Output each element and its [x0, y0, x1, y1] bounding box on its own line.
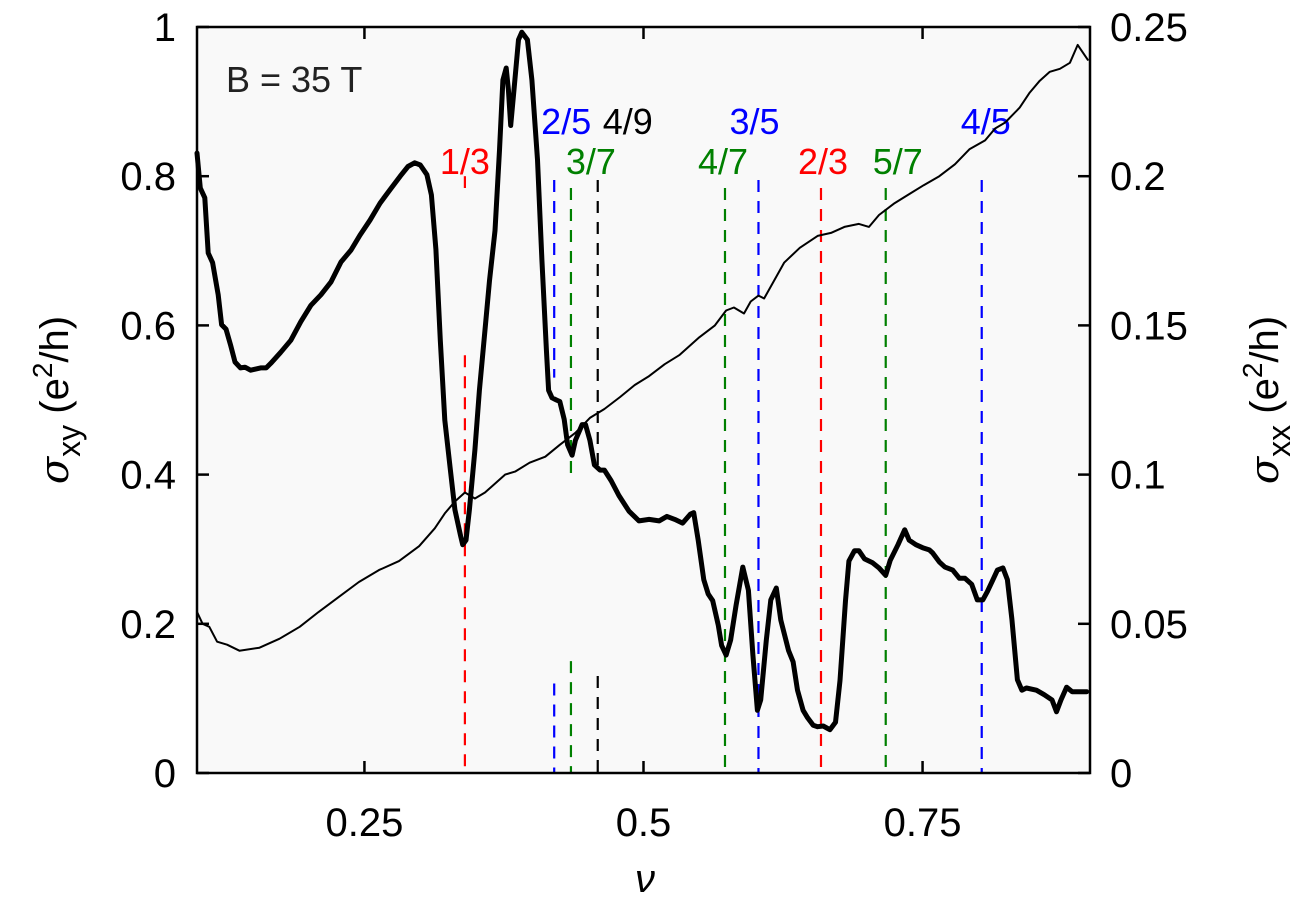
- data-series: [194, 29, 1090, 733]
- y-right-tick-label: 0.2: [1110, 155, 1166, 199]
- fraction-label-5-7: 5/7: [873, 141, 923, 182]
- fraction-lines: [463, 176, 983, 773]
- y-right-tick-label: 0: [1110, 752, 1132, 796]
- y-axis-left-title: σxy (e2/h): [27, 316, 87, 484]
- y-right-tick-label: 0.15: [1110, 304, 1188, 348]
- y-left-tick-label: 0.2: [120, 603, 176, 647]
- y-left-tick-label: 0.6: [120, 304, 176, 348]
- fraction-label-4-7: 4/7: [698, 141, 748, 182]
- x-tick-label: 0.75: [884, 801, 962, 845]
- sigma-xx-curve: [196, 43, 1089, 652]
- fraction-label-2-5: 2/5: [541, 101, 591, 142]
- sigma-xy-curve: [194, 29, 1090, 733]
- fraction-label-3-5: 3/5: [729, 101, 779, 142]
- y-axis-right: 0 0.05 0.1 0.15 0.2 0.25: [1078, 6, 1188, 796]
- y-left-tick-label: 0.4: [120, 454, 176, 498]
- x-axis: 0.25 0.5 0.75: [326, 27, 962, 845]
- x-axis-title: ν: [635, 857, 655, 901]
- y-right-tick-label: 0.25: [1110, 6, 1188, 50]
- fraction-labels: 1/3 2/53/74/9 4/73/5 2/3 5/7 4/5: [440, 101, 1011, 182]
- plot-background: [197, 27, 1090, 773]
- fraction-label-3-7: 3/7: [566, 141, 616, 182]
- fraction-label-1-3: 1/3: [440, 141, 490, 182]
- y-right-tick-label: 0.1: [1110, 454, 1166, 498]
- fraction-label-4-9: 4/9: [603, 101, 653, 142]
- x-tick-label: 0.5: [616, 801, 672, 845]
- x-tick-label: 0.25: [326, 801, 404, 845]
- field-annotation: B = 35 T: [226, 59, 362, 100]
- y-left-tick-label: 1: [154, 6, 176, 50]
- y-left-tick-label: 0.8: [120, 155, 176, 199]
- y-axis-left: 0 0.2 0.4 0.6 0.8 1: [120, 6, 209, 796]
- y-right-tick-label: 0.05: [1110, 603, 1188, 647]
- fraction-label-2-3: 2/3: [798, 141, 848, 182]
- y-axis-right-title: σxx (e2/h): [1237, 316, 1297, 484]
- fraction-label-4-5: 4/5: [961, 101, 1011, 142]
- y-left-tick-label: 0: [154, 752, 176, 796]
